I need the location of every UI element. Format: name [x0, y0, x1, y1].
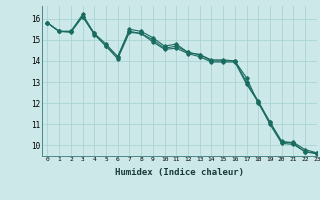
X-axis label: Humidex (Indice chaleur): Humidex (Indice chaleur): [115, 168, 244, 177]
